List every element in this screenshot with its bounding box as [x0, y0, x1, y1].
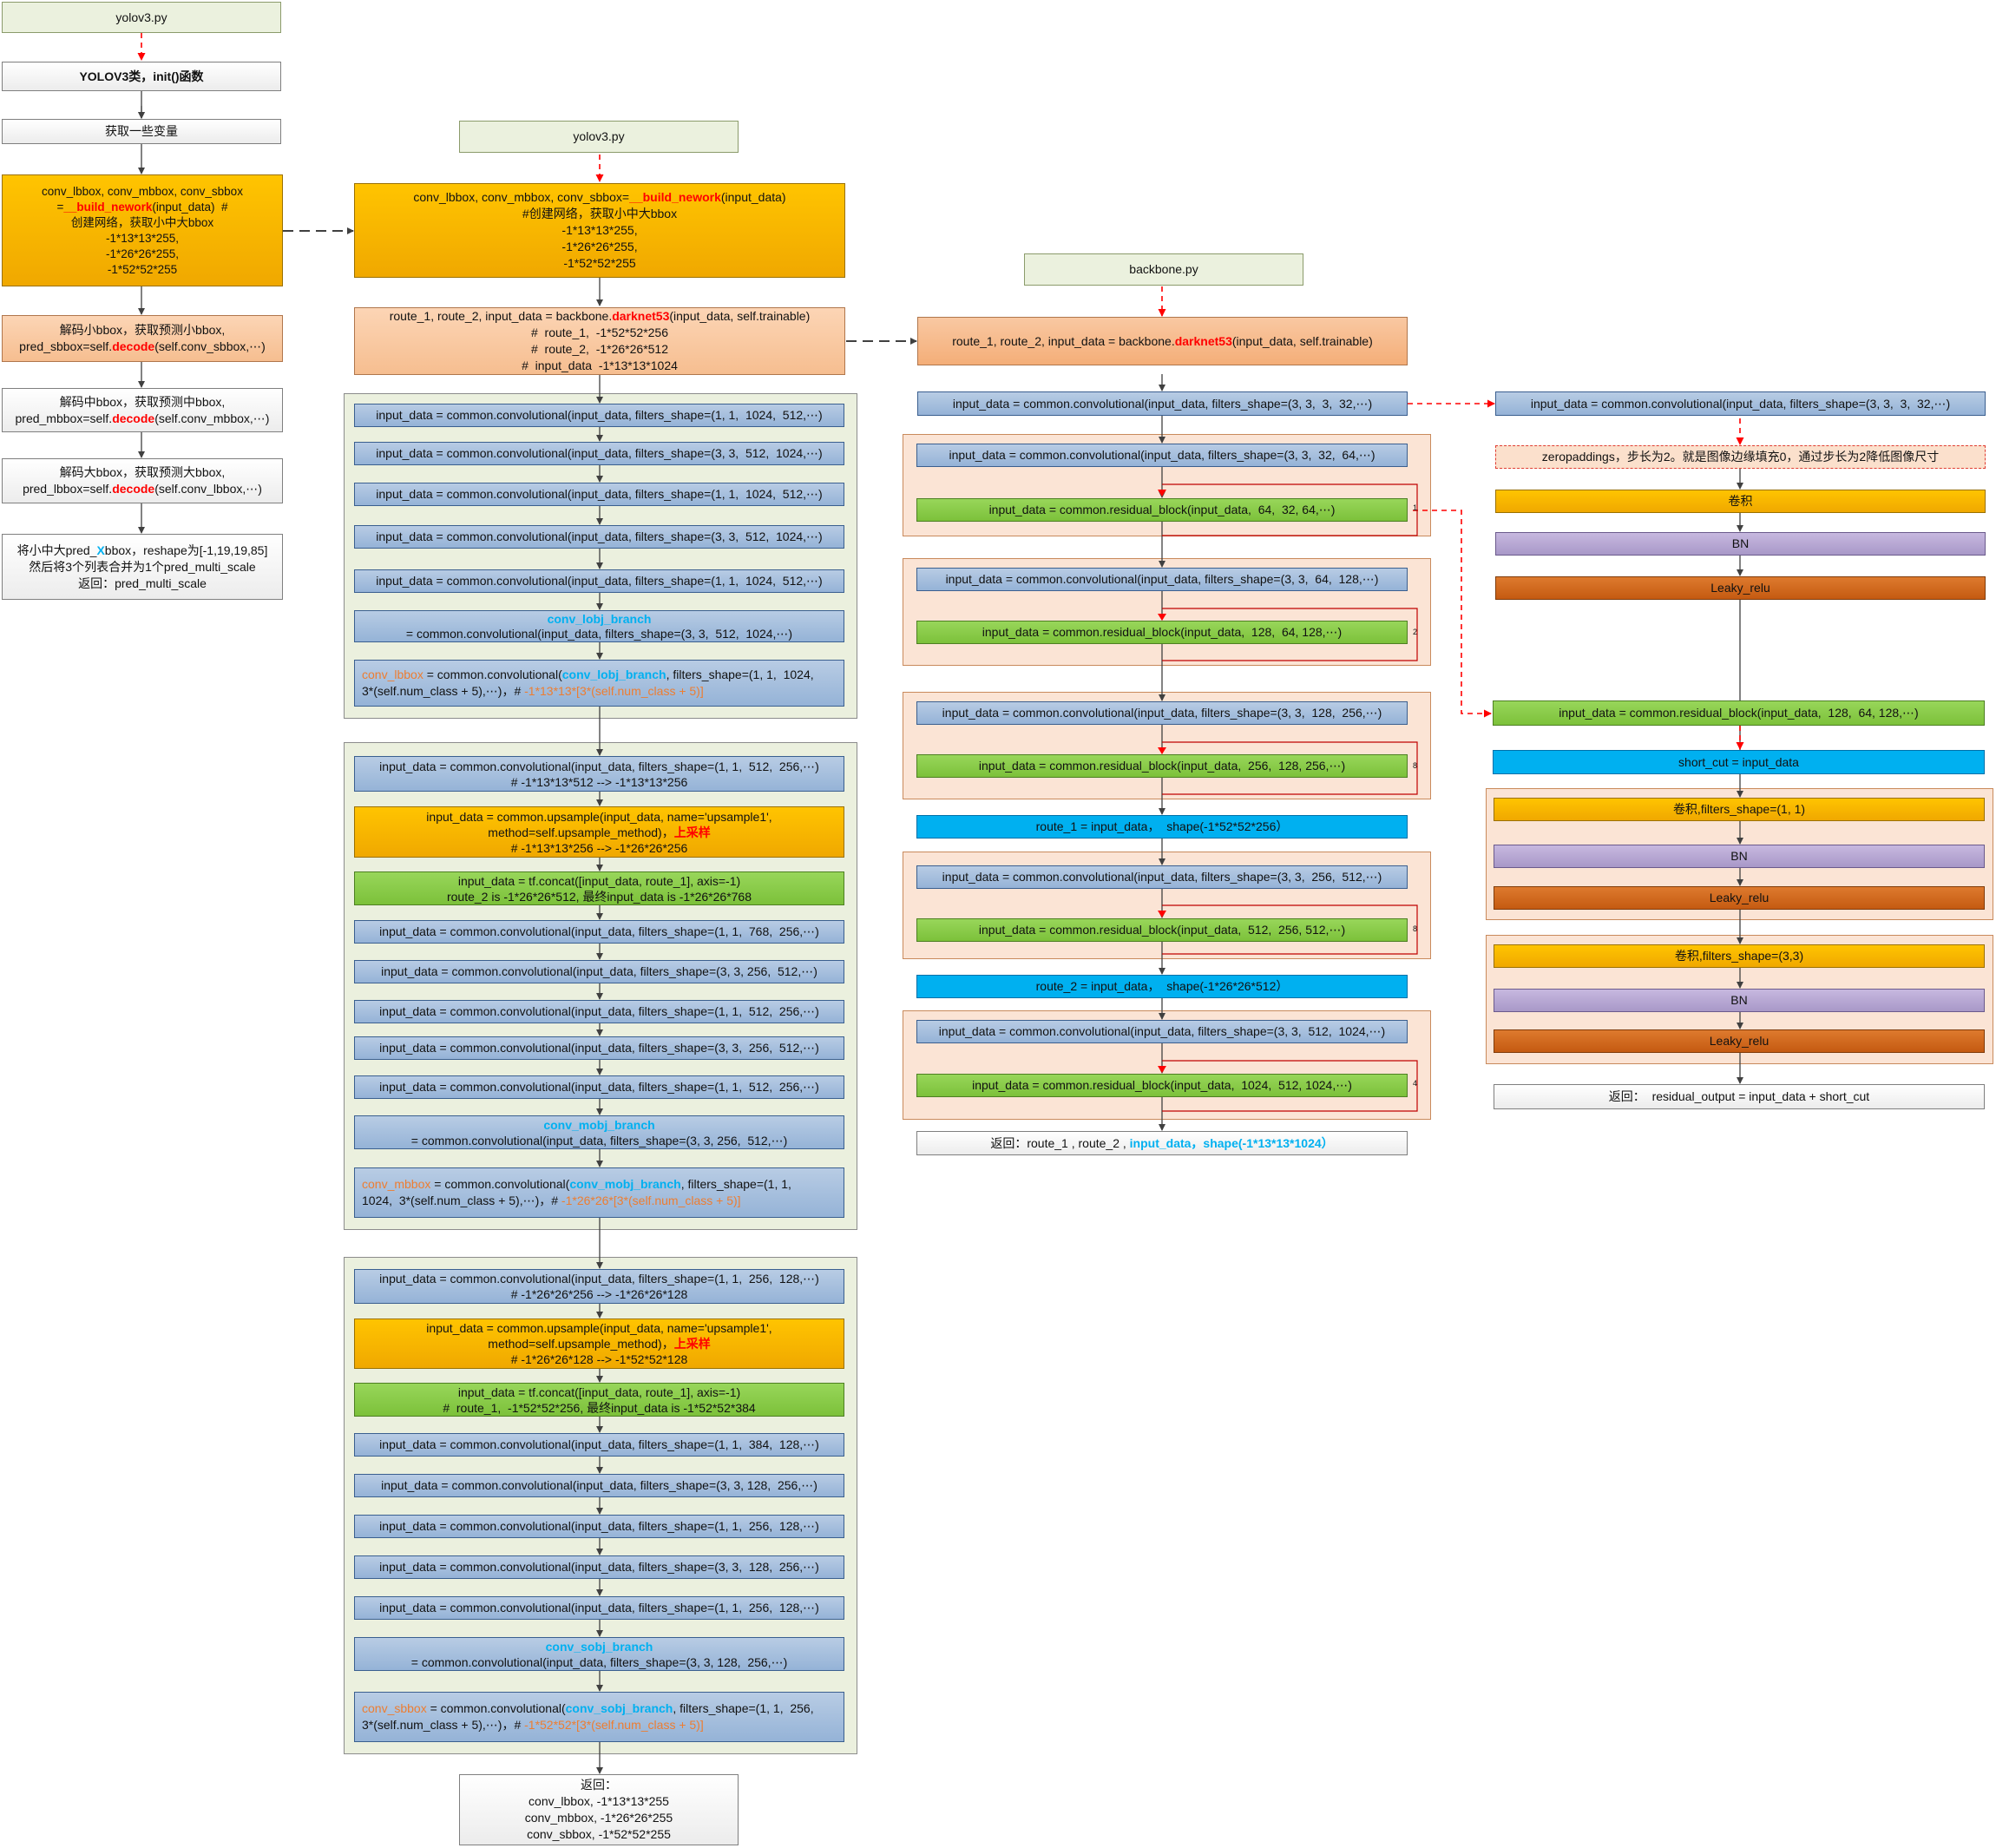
loop-count: 1: [1413, 503, 1418, 512]
decode-medium-bbox: 解码中bbox，获取预测中bbox, pred_mbbox=self.decod…: [2, 388, 283, 432]
conv-op: 卷积: [1495, 490, 1986, 513]
conv-layer: input_data = common.convolutional(input_…: [354, 569, 844, 593]
stage-conv: input_data = common.convolutional(input_…: [916, 568, 1408, 591]
route-2-output: route_2 = input_data， shape(-1*26*26*512…: [916, 975, 1408, 998]
residual-return: 返回： residual_output = input_data + short…: [1494, 1084, 1985, 1109]
conv-layer: input_data = common.convolutional(input_…: [354, 442, 844, 465]
concat-layer: input_data = tf.concat([input_data, rout…: [354, 871, 844, 905]
stage-conv: input_data = common.convolutional(input_…: [916, 865, 1408, 889]
stage-conv: input_data = common.convolutional(input_…: [916, 444, 1408, 467]
loop-count: 4: [1413, 1079, 1418, 1088]
concat-layer: input_data = tf.concat([input_data, rout…: [354, 1383, 844, 1417]
conv-mobj-branch: conv_mobj_branch = common.convolutional(…: [354, 1115, 844, 1149]
residual-block-definition: input_data = common.residual_block(input…: [1493, 700, 1985, 726]
conv-mbbox-output: conv_mbbox = common.convolutional(conv_m…: [354, 1167, 844, 1218]
conv-layer: input_data = common.convolutional(input_…: [354, 960, 844, 983]
darknet53-call: route_1, route_2, input_data = backbone.…: [354, 307, 845, 375]
reshape-and-return: 将小中大pred_Xbbox，reshape为[-1,19,19,85] 然后将…: [2, 534, 283, 600]
decode-large-bbox: 解码大bbox，获取预测大bbox, pred_lbbox=self.decod…: [2, 458, 283, 503]
conv-layer: input_data = common.convolutional(input_…: [354, 1433, 844, 1457]
batch-norm-op: BN: [1494, 989, 1985, 1012]
loop-count: 8: [1413, 761, 1418, 770]
conv-layer: input_data = common.convolutional(input_…: [354, 1555, 844, 1579]
build-network-definition: conv_lbbox, conv_mbbox, conv_sbbox=__bui…: [354, 183, 845, 278]
yolov3-class-init: YOLOV3类，init()函数: [2, 62, 281, 91]
stage-conv: input_data = common.convolutional(input_…: [916, 701, 1408, 725]
backbone-return: 返回：route_1 , route_2 , input_data，shape(…: [916, 1131, 1408, 1155]
conv-lbbox-output: conv_lbbox = common.convolutional(conv_l…: [354, 660, 844, 707]
upsample-layer: input_data = common.upsample(input_data,…: [354, 1319, 844, 1369]
leaky-relu-op: Leaky_relu: [1494, 886, 1985, 910]
conv-3x3-op: 卷积,filters_shape=(3,3): [1494, 944, 1985, 968]
loop-count: 2: [1413, 628, 1418, 636]
shortcut-assign: short_cut = input_data: [1493, 750, 1985, 774]
stage-residual-block: input_data = common.residual_block(input…: [916, 754, 1408, 778]
decode-small-bbox: 解码小bbox，获取预测小bbox, pred_sbbox=self.decod…: [2, 315, 283, 362]
conv-layer: input_data = common.convolutional(input_…: [354, 920, 844, 944]
loop-count: 8: [1413, 924, 1418, 933]
stage-residual-block: input_data = common.residual_block(input…: [916, 918, 1408, 942]
zero-padding-step: zeropaddings，步长为2。就是图像边缘填充0，通过步长为2降低图像尺寸: [1495, 445, 1986, 469]
conv-layer: input_data = common.convolutional(input_…: [354, 756, 844, 792]
leaky-relu-op: Leaky_relu: [1495, 576, 1986, 600]
build-network-call: conv_lbbox, conv_mbbox, conv_sbbox =__bu…: [2, 174, 283, 286]
conv-layer: input_data = common.convolutional(input_…: [354, 1036, 844, 1060]
stage-residual-block: input_data = common.residual_block(input…: [916, 621, 1408, 644]
batch-norm-op: BN: [1495, 532, 1986, 556]
stage-conv: input_data = common.convolutional(input_…: [916, 1020, 1408, 1043]
conv-layer: input_data = common.convolutional(input_…: [354, 1474, 844, 1497]
return-conv-bboxes: 返回： conv_lbbox, -1*13*13*255 conv_mbbox,…: [459, 1774, 739, 1845]
darknet53-definition: route_1, route_2, input_data = backbone.…: [917, 317, 1408, 365]
conv-sbbox-output: conv_sbbox = common.convolutional(conv_s…: [354, 1692, 844, 1742]
conv-sobj-branch: conv_sobj_branch = common.convolutional(…: [354, 1637, 844, 1671]
conv-layer-first: input_data = common.convolutional(input_…: [917, 391, 1408, 416]
batch-norm-op: BN: [1494, 845, 1985, 868]
upsample-layer: input_data = common.upsample(input_data,…: [354, 806, 844, 858]
file-header-yolov3: yolov3.py: [459, 121, 739, 153]
conv-layer: input_data = common.convolutional(input_…: [354, 404, 844, 427]
stage-residual-block: input_data = common.residual_block(input…: [916, 498, 1408, 522]
leaky-relu-op: Leaky_relu: [1494, 1029, 1985, 1053]
conv-layer: input_data = common.convolutional(input_…: [354, 483, 844, 506]
conv-layer: input_data = common.convolutional(input_…: [354, 1269, 844, 1304]
route-1-output: route_1 = input_data， shape(-1*52*52*256…: [916, 815, 1408, 839]
conv-lobj-branch: conv_lobj_branch = common.convolutional(…: [354, 610, 844, 642]
convolutional-definition: input_data = common.convolutional(input_…: [1495, 391, 1986, 416]
stage-residual-block: input_data = common.residual_block(input…: [916, 1074, 1408, 1097]
conv-layer: input_data = common.convolutional(input_…: [354, 1075, 844, 1099]
conv-layer: input_data = common.convolutional(input_…: [354, 1000, 844, 1023]
get-variables: 获取一些变量: [2, 119, 281, 144]
conv-layer: input_data = common.convolutional(input_…: [354, 1596, 844, 1620]
conv-layer: input_data = common.convolutional(input_…: [354, 525, 844, 549]
file-header-yolov3: yolov3.py: [2, 2, 281, 33]
conv-layer: input_data = common.convolutional(input_…: [354, 1515, 844, 1538]
conv-1x1-op: 卷积,filters_shape=(1, 1): [1494, 798, 1985, 821]
file-header-backbone: backbone.py: [1024, 253, 1303, 286]
